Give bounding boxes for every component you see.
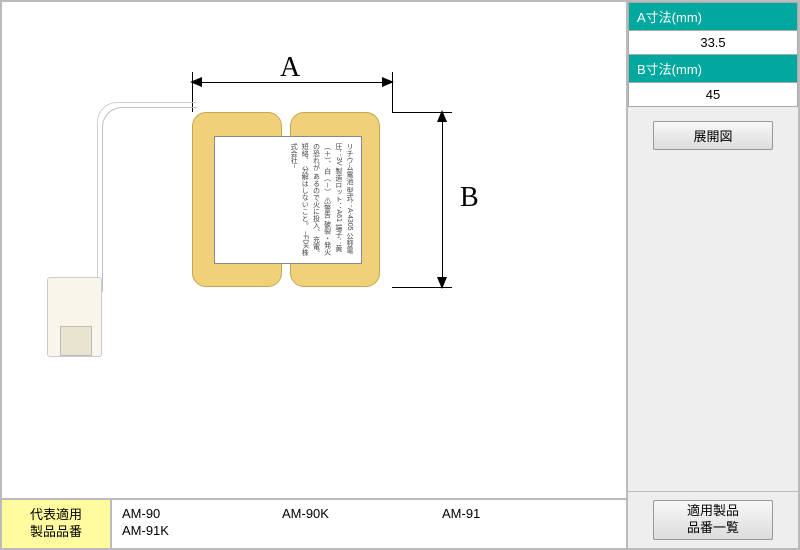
compat-items: AM-90 AM-90K AM-91 AM-91K — [111, 499, 627, 549]
product-image-area: A B リチウム電池 型式：A-4305 公称電圧：3V 製造ロット：A61 端… — [1, 1, 627, 499]
compat-item: AM-91K — [122, 523, 282, 538]
compat-label: 代表適用 製品品番 — [1, 499, 111, 549]
compat-item: AM-91 — [442, 506, 602, 521]
battery-label: リチウム電池 型式：A-4305 公称電圧：3V 製造ロット：A61 端子：黄（… — [214, 136, 362, 264]
connector — [47, 277, 102, 357]
compat-item: AM-90K — [282, 506, 442, 521]
expand-button[interactable]: 展開図 — [653, 121, 773, 150]
dimension-b-label: B — [460, 182, 479, 214]
compat-list-button[interactable]: 適用製品 品番一覧 — [653, 500, 773, 540]
spec-header-b: B寸法(mm) — [629, 55, 798, 83]
spec-value-a: 33.5 — [629, 31, 798, 55]
spec-table: A寸法(mm) 33.5 B寸法(mm) 45 — [628, 2, 798, 107]
spec-value-b: 45 — [629, 83, 798, 107]
right-panel: A寸法(mm) 33.5 B寸法(mm) 45 展開図 適用製品 品番一覧 — [627, 1, 799, 549]
battery-pack: リチウム電池 型式：A-4305 公称電圧：3V 製造ロット：A61 端子：黄（… — [192, 112, 392, 287]
dimension-a-label: A — [280, 52, 300, 84]
spec-header-a: A寸法(mm) — [629, 3, 798, 31]
dimension-diagram: A B リチウム電池 型式：A-4305 公称電圧：3V 製造ロット：A61 端… — [72, 42, 492, 422]
compat-item: AM-90 — [122, 506, 282, 521]
